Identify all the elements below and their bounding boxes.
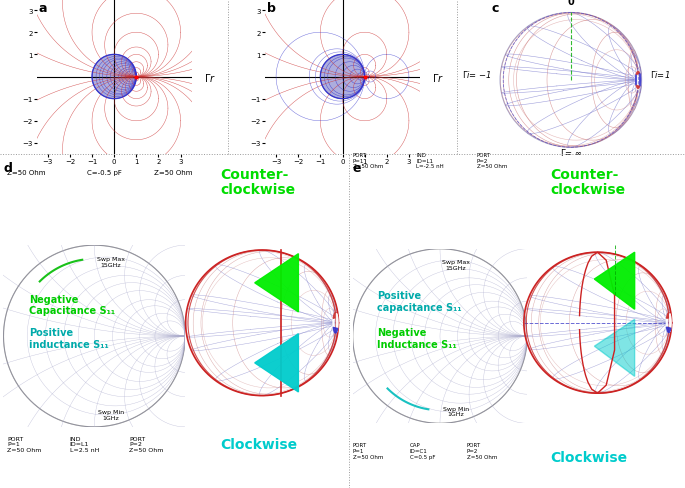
Text: PORT
P=2
Z=50 Ohm: PORT P=2 Z=50 Ohm bbox=[477, 152, 508, 169]
Text: $\Gamma$= $\infty$: $\Gamma$= $\infty$ bbox=[560, 147, 582, 158]
Polygon shape bbox=[92, 55, 136, 100]
Text: Z=50 Ohm: Z=50 Ohm bbox=[7, 170, 45, 176]
Polygon shape bbox=[636, 72, 640, 75]
Text: c: c bbox=[492, 1, 499, 15]
Text: $\Gamma$r: $\Gamma$r bbox=[204, 71, 216, 83]
Polygon shape bbox=[636, 86, 640, 89]
Text: Z=50 Ohm: Z=50 Ohm bbox=[153, 170, 192, 176]
Text: e: e bbox=[353, 162, 361, 174]
Text: Clockwise: Clockwise bbox=[220, 437, 297, 451]
Text: Counter-
clockwise: Counter- clockwise bbox=[551, 168, 626, 197]
Text: $\Gamma$r: $\Gamma$r bbox=[432, 71, 445, 83]
Polygon shape bbox=[635, 71, 641, 91]
Text: IND
ID=L1
L=2.5 nH: IND ID=L1 L=2.5 nH bbox=[70, 436, 99, 452]
Text: IND
ID=L1
L=-2.5 nH: IND ID=L1 L=-2.5 nH bbox=[416, 152, 445, 169]
Text: CAP
ID=C1
C=0.5 pF: CAP ID=C1 C=0.5 pF bbox=[410, 443, 435, 459]
Text: C=-0.5 pF: C=-0.5 pF bbox=[88, 170, 122, 176]
Text: b: b bbox=[266, 1, 275, 15]
Text: PORT
P=1
Z=50 Ohm: PORT P=1 Z=50 Ohm bbox=[7, 436, 41, 452]
Text: PORT
P=2
Z=50 Ohm: PORT P=2 Z=50 Ohm bbox=[466, 443, 497, 459]
Polygon shape bbox=[321, 55, 364, 100]
Text: d: d bbox=[3, 162, 12, 174]
Text: PORT
P=1
Z=50 Ohm: PORT P=1 Z=50 Ohm bbox=[353, 443, 383, 459]
Text: $\Gamma$i=1: $\Gamma$i=1 bbox=[650, 68, 671, 80]
Text: PORT
P=1
Z=50 Ohm: PORT P=1 Z=50 Ohm bbox=[353, 152, 383, 169]
Text: 0: 0 bbox=[567, 0, 574, 7]
Text: $\Gamma$i= $-$1: $\Gamma$i= $-$1 bbox=[462, 68, 491, 80]
Polygon shape bbox=[638, 78, 639, 84]
Text: Counter-
clockwise: Counter- clockwise bbox=[220, 168, 295, 197]
Text: Clockwise: Clockwise bbox=[551, 450, 628, 464]
Text: a: a bbox=[38, 1, 47, 15]
Polygon shape bbox=[636, 75, 640, 87]
Text: PORT
P=2
Z=50 Ohm: PORT P=2 Z=50 Ohm bbox=[129, 436, 164, 452]
